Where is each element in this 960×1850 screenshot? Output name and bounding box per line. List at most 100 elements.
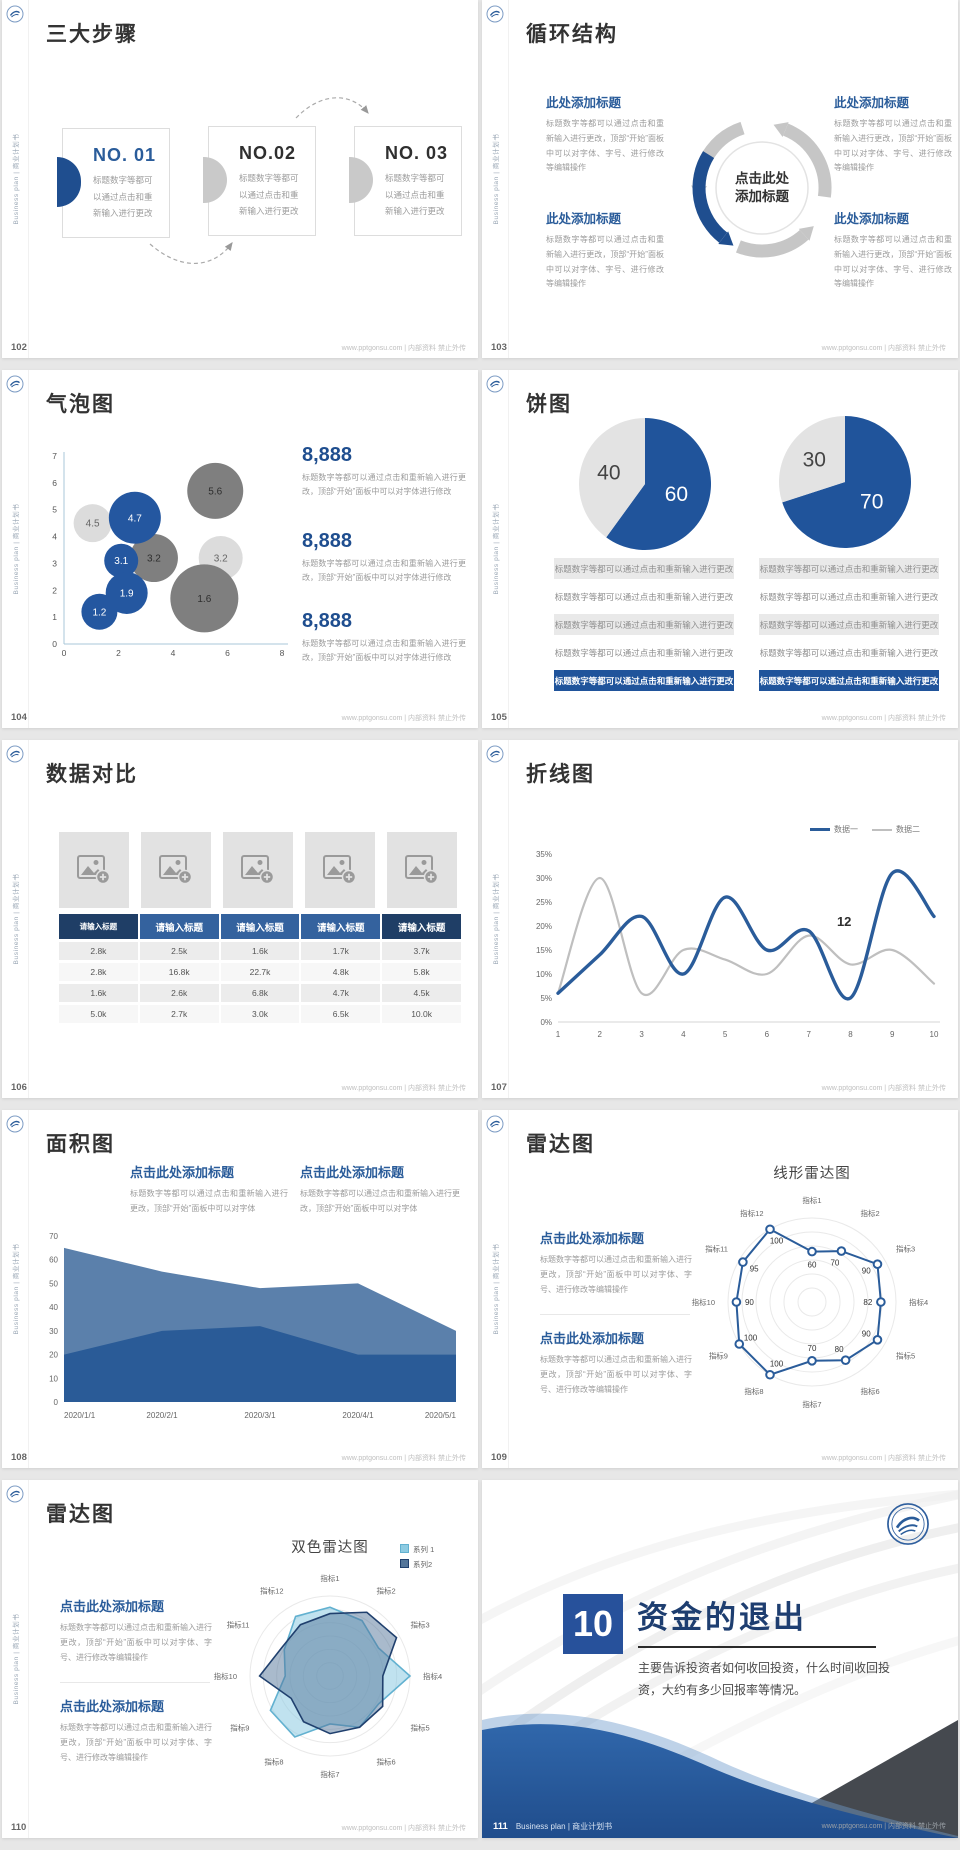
- step-body: 标题数字等都可 以通过点击和重 新输入进行更改: [385, 173, 445, 217]
- block-heading: 此处添加标题: [834, 212, 910, 226]
- block-body: 标题数字等都可以通过点击和重新输入进行更改，顶部“开始”面板中可以对字体、字号、…: [834, 119, 952, 173]
- slide-110: Business plan | 商业计划书 雷达图 点击此处添加标题 标题数字等…: [2, 1480, 478, 1838]
- cover-background: [482, 1489, 958, 1838]
- half-circle-accent: [349, 157, 373, 203]
- block-body: 标题数字等都可以通过点击和重新输入进行更改，顶部“开始”面板中可以对字体、字号、…: [546, 235, 664, 289]
- svg-text:7: 7: [52, 451, 57, 461]
- svg-text:指标7: 指标7: [802, 1399, 821, 1409]
- svg-text:指标6: 指标6: [377, 1757, 396, 1767]
- page-number: 111: [493, 1821, 508, 1832]
- svg-text:指标6: 指标6: [861, 1386, 880, 1396]
- footer-site: www.pptgonsu.com | 内部资料 禁止外传: [341, 1454, 466, 1462]
- footer-site: www.pptgonsu.com | 内部资料 禁止外传: [821, 1823, 946, 1830]
- table-cell: 1.7k: [301, 942, 381, 960]
- add-image-icon: [241, 855, 275, 885]
- svg-text:90: 90: [862, 1267, 871, 1276]
- svg-text:0: 0: [54, 1398, 59, 1407]
- step-card-3: NO. 03 标题数字等都可 以通过点击和重 新输入进行更改: [349, 126, 462, 236]
- caption-row: 标题数字等都可以通过点击和重新输入进行更改: [554, 558, 734, 579]
- svg-text:指标11: 指标11: [227, 1620, 250, 1630]
- block-heading: 点击此处添加标题: [300, 1165, 405, 1180]
- half-circle-accent: [203, 157, 227, 203]
- chart-title: 线形雷达图: [773, 1166, 851, 1182]
- block-body: 标题数字等都可以通过点击和重新输入进行更改，顶部“开始”面板中可以对字体、字号、…: [834, 235, 952, 289]
- stat-value: 8,888: [302, 530, 353, 552]
- radar-dual-chart: 指标1 指标2 指标3 指标4 指标5 指标6 指标7 指标8 指标9 指标10 指标11 指标12: [198, 1556, 462, 1805]
- svg-text:12: 12: [837, 914, 851, 929]
- image-placeholder: [223, 832, 293, 908]
- svg-text:指标1: 指标1: [320, 1573, 339, 1583]
- svg-text:82: 82: [863, 1298, 872, 1307]
- block-heading: 点击此处添加标题: [130, 1165, 235, 1180]
- svg-text:3: 3: [52, 558, 57, 568]
- footer-site: www.pptgonsu.com | 内部资料 禁止外传: [341, 1824, 466, 1832]
- block-body: 标题数字等都可以通过点击和重新输入进行更改，顶部“开始”面板中可以对字体、字号、…: [60, 1723, 212, 1762]
- section-number: 10: [563, 1594, 623, 1654]
- text-block-2: 点击此处添加标题 标题数字等都可以通过点击和重新输入进行更改，顶部“开始”面板中…: [300, 1162, 460, 1217]
- svg-text:2020/4/1: 2020/4/1: [342, 1411, 374, 1420]
- table-cell: 4.7k: [301, 984, 381, 1002]
- table-cell: 5.8k: [382, 963, 461, 981]
- table-cell: 2.8k: [59, 942, 138, 960]
- stat-value: 8,888: [302, 444, 353, 466]
- sidebar-vertical-text: Business plan | 商业计划书: [13, 873, 20, 965]
- image-placeholder: [305, 832, 375, 908]
- slide-title: 雷达图: [526, 1133, 595, 1156]
- cover-blue-wave: [482, 1724, 958, 1838]
- svg-text:3.2: 3.2: [147, 554, 161, 565]
- slide-106: Business plan | 商业计划书 数据对比 请输入标题 请输入标题 请…: [2, 740, 478, 1098]
- block-heading: 此处添加标题: [834, 96, 910, 110]
- text-block-top-right: 此处添加标题 标题数字等都可以通过点击和重新输入进行更改，顶部“开始”面板中可以…: [834, 92, 952, 176]
- radar-legend: 系列 1 系列2: [400, 1544, 434, 1570]
- svg-text:指标7: 指标7: [320, 1769, 339, 1779]
- svg-text:指标9: 指标9: [230, 1723, 249, 1733]
- sidebar-strip: Business plan | 商业计划书: [2, 0, 29, 358]
- brand-logo-icon: [6, 1115, 24, 1133]
- svg-text:90: 90: [862, 1329, 871, 1338]
- svg-text:100: 100: [770, 1359, 784, 1368]
- add-image-icon: [77, 855, 111, 885]
- footer-site: www.pptgonsu.com | 内部资料 禁止外传: [821, 1454, 946, 1462]
- svg-text:4.5: 4.5: [86, 519, 100, 530]
- stat-block-3: 8,888 标题数字等都可以通过点击和重新输入进行更改，顶部“开始”面板中可以对…: [302, 610, 466, 666]
- svg-text:2: 2: [598, 1030, 603, 1039]
- block-body: 标题数字等都可以通过点击和重新输入进行更改，顶部“开始”面板中可以对字体、字号、…: [540, 1355, 692, 1394]
- image-placeholder: [387, 832, 457, 908]
- caption-row: 标题数字等都可以通过点击和重新输入进行更改: [554, 591, 734, 602]
- table-cell: 4.5k: [382, 984, 461, 1002]
- svg-text:指标11: 指标11: [705, 1244, 728, 1254]
- svg-text:4: 4: [52, 532, 57, 542]
- slide-111: 10 资金的退出 主要告诉投资者如何收回投资，什么时间收回投资，大约有多少回报率…: [482, 1480, 958, 1838]
- add-image-icon: [159, 855, 193, 885]
- table-cell: 16.8k: [139, 963, 219, 981]
- brand-logo-icon: [886, 1502, 930, 1546]
- svg-text:5: 5: [52, 505, 57, 515]
- legend-label: 系列 1: [413, 1545, 435, 1554]
- svg-text:指标8: 指标8: [264, 1757, 283, 1767]
- caption-row: 标题数字等都可以通过点击和重新输入进行更改: [759, 647, 939, 658]
- svg-text:指标12: 指标12: [260, 1585, 283, 1595]
- half-circle-accent: [57, 157, 81, 207]
- svg-text:添加标题: 添加标题: [735, 188, 789, 204]
- footer-site: www.pptgonsu.com | 内部资料 禁止外传: [821, 714, 946, 722]
- svg-text:30: 30: [49, 1327, 58, 1336]
- sidebar-strip: Business plan | 商业计划书: [482, 740, 509, 1098]
- page-number: 110: [11, 1822, 27, 1833]
- svg-text:指标1: 指标1: [802, 1195, 821, 1205]
- text-block-1: 点击此处添加标题 标题数字等都可以通过点击和重新输入进行更改，顶部“开始”面板中…: [60, 1596, 212, 1665]
- table-header-cell: 请输入标题: [382, 914, 461, 939]
- text-block-bottom-left: 此处添加标题 标题数字等都可以通过点击和重新输入进行更改，顶部“开始”面板中可以…: [546, 208, 664, 292]
- svg-text:95: 95: [750, 1265, 759, 1274]
- svg-text:10%: 10%: [536, 970, 552, 979]
- caption-row: 标题数字等都可以通过点击和重新输入进行更改: [759, 591, 939, 602]
- svg-text:指标8: 指标8: [744, 1386, 763, 1396]
- sidebar-strip: Business plan | 商业计划书: [482, 1110, 509, 1468]
- svg-text:指标2: 指标2: [377, 1585, 396, 1595]
- svg-text:25%: 25%: [536, 898, 552, 907]
- sidebar-vertical-text: Business plan | 商业计划书: [493, 133, 500, 225]
- page-number: 106: [11, 1082, 27, 1093]
- svg-text:3: 3: [639, 1030, 644, 1039]
- svg-text:指标2: 指标2: [861, 1208, 880, 1218]
- table-header-cell: 请输入标题: [59, 914, 138, 939]
- block-heading: 点击此处添加标题: [540, 1331, 645, 1346]
